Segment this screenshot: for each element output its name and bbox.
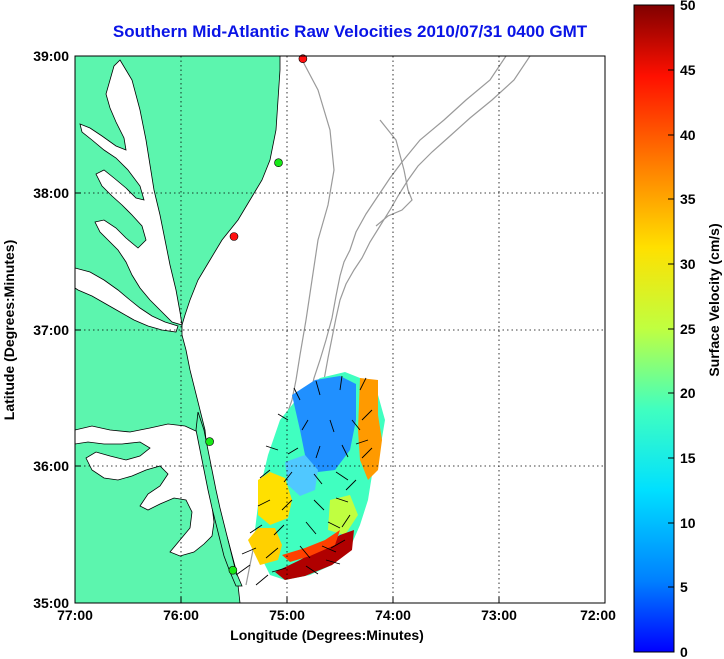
y-tick-labels: 39:00 38:00 37:00 36:00 35:00: [33, 48, 69, 611]
station-marker: [274, 158, 283, 167]
velocity-vectors: [235, 375, 373, 586]
x-tick-labels: 77:00 76:00 75:00 74:00 73:00 72:00: [57, 607, 616, 623]
colorbar-tick-label: 5: [680, 579, 688, 595]
station-marker: [205, 437, 214, 446]
colorbar-tick-labels: 50 45 40 35 30 25 20 15 10 5 0: [680, 0, 696, 659]
colorbar-tick-label: 25: [680, 321, 696, 337]
y-tick-label: 39:00: [33, 48, 69, 64]
york-james-rivers: [75, 267, 179, 333]
outer-banks: [195, 411, 243, 587]
y-axis-label: Latitude (Degrees:Minutes): [1, 240, 17, 420]
x-tick-label: 75:00: [269, 607, 305, 623]
y-tick-label: 36:00: [33, 458, 69, 474]
velocity-field: [248, 372, 385, 580]
grid-lines: [75, 56, 605, 603]
colorbar-tick-label: 15: [680, 450, 696, 466]
colorbar-tick-label: 50: [680, 0, 696, 13]
map-title: Southern Mid-Atlantic Raw Velocities 201…: [112, 22, 588, 41]
colorbar-tick-label: 0: [680, 644, 688, 659]
x-tick-label: 77:00: [57, 607, 93, 623]
colorbar-tick-label: 30: [680, 256, 696, 272]
x-tick-label: 76:00: [163, 607, 199, 623]
y-tick-label: 35:00: [33, 595, 69, 611]
x-tick-label: 73:00: [481, 607, 517, 623]
x-axis-label: Longitude (Degrees:Minutes): [230, 627, 424, 643]
colorbar-tick-label: 10: [680, 515, 696, 531]
colorbar-tick-label: 20: [680, 385, 696, 401]
colorbar-ticks: [668, 69, 674, 588]
colorbar-tick-label: 45: [680, 62, 696, 78]
axis-ticks: [75, 192, 500, 603]
station-markers: [205, 54, 308, 575]
y-tick-label: 37:00: [33, 322, 69, 338]
chesapeake-bay: [79, 59, 183, 326]
x-tick-label: 72:00: [580, 607, 616, 623]
y-tick-label: 38:00: [33, 185, 69, 201]
station-marker: [298, 54, 308, 64]
station-marker: [229, 232, 239, 241]
x-tick-label: 74:00: [375, 607, 411, 623]
colorbar-tick-label: 40: [680, 127, 696, 143]
colorbar-label: Surface Velocity (cm/s): [706, 223, 722, 376]
colorbar-tick-label: 35: [680, 191, 696, 207]
station-marker: [228, 565, 238, 575]
